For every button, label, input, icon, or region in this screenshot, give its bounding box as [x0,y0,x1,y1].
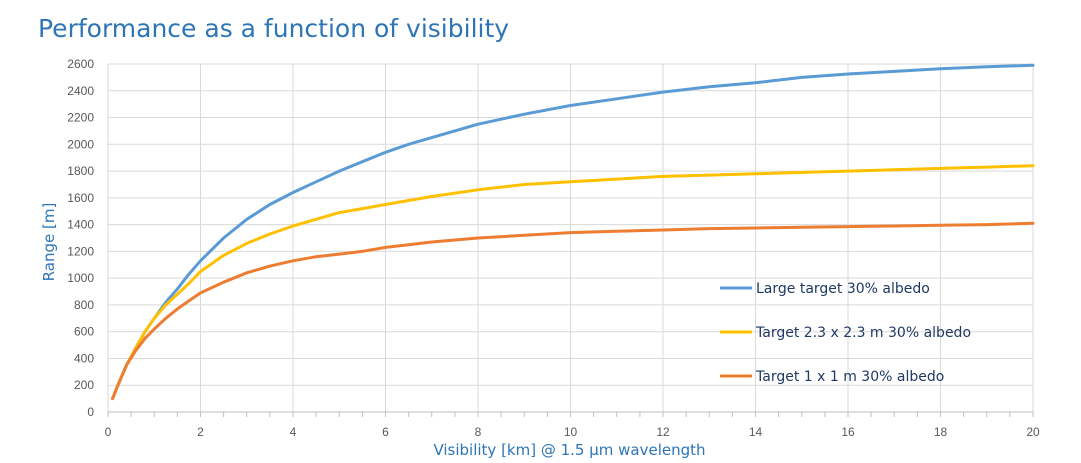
y-tick-label: 1400 [67,218,94,232]
x-tick-label: 0 [105,425,112,439]
y-tick-label: 400 [74,351,94,365]
axes [107,411,1034,417]
y-tick-label: 800 [74,298,94,312]
y-tick-label: 1200 [67,244,94,258]
x-tick-label: 12 [656,425,670,439]
legend-label-3: Target 1 x 1 m 30% albedo [755,369,944,385]
x-tick-label: 6 [382,425,389,439]
y-tick-label: 2200 [67,111,94,125]
series-lines [111,63,1035,401]
y-tick-label: 2600 [67,57,94,71]
y-axis-label: Range [m] [40,203,58,282]
chart-title: Performance as a function of visibility [38,14,510,43]
x-tick-label: 20 [1026,425,1040,439]
x-tick-label: 18 [934,425,948,439]
grid-lines [107,63,1034,413]
legend-label-2: Target 2.3 x 2.3 m 30% albedo [755,325,971,341]
legend: Large target 30% albedo Target 2.3 x 2.3 … [720,281,971,385]
tick-labels: 0200400600800100012001400160018002000220… [67,57,1040,439]
x-tick-label: 8 [475,425,482,439]
y-tick-label: 600 [74,325,94,339]
x-tick-label: 10 [564,425,578,439]
y-tick-label: 0 [87,405,94,419]
y-tick-label: 2400 [67,84,94,98]
series-line-3 [111,221,1035,401]
y-tick-label: 1000 [67,271,94,285]
x-tick-label: 4 [290,425,297,439]
y-tick-label: 2000 [67,137,94,151]
y-tick-label: 1600 [67,191,94,205]
x-tick-label: 2 [197,425,204,439]
x-tick-label: 16 [841,425,855,439]
y-tick-label: 200 [74,378,94,392]
y-tick-label: 1800 [67,164,94,178]
legend-label-1: Large target 30% albedo [756,281,930,297]
series-line-2 [111,164,1035,401]
x-tick-label: 14 [749,425,763,439]
x-axis-label: Visibility [km] @ 1.5 µm wavelength [433,441,705,459]
